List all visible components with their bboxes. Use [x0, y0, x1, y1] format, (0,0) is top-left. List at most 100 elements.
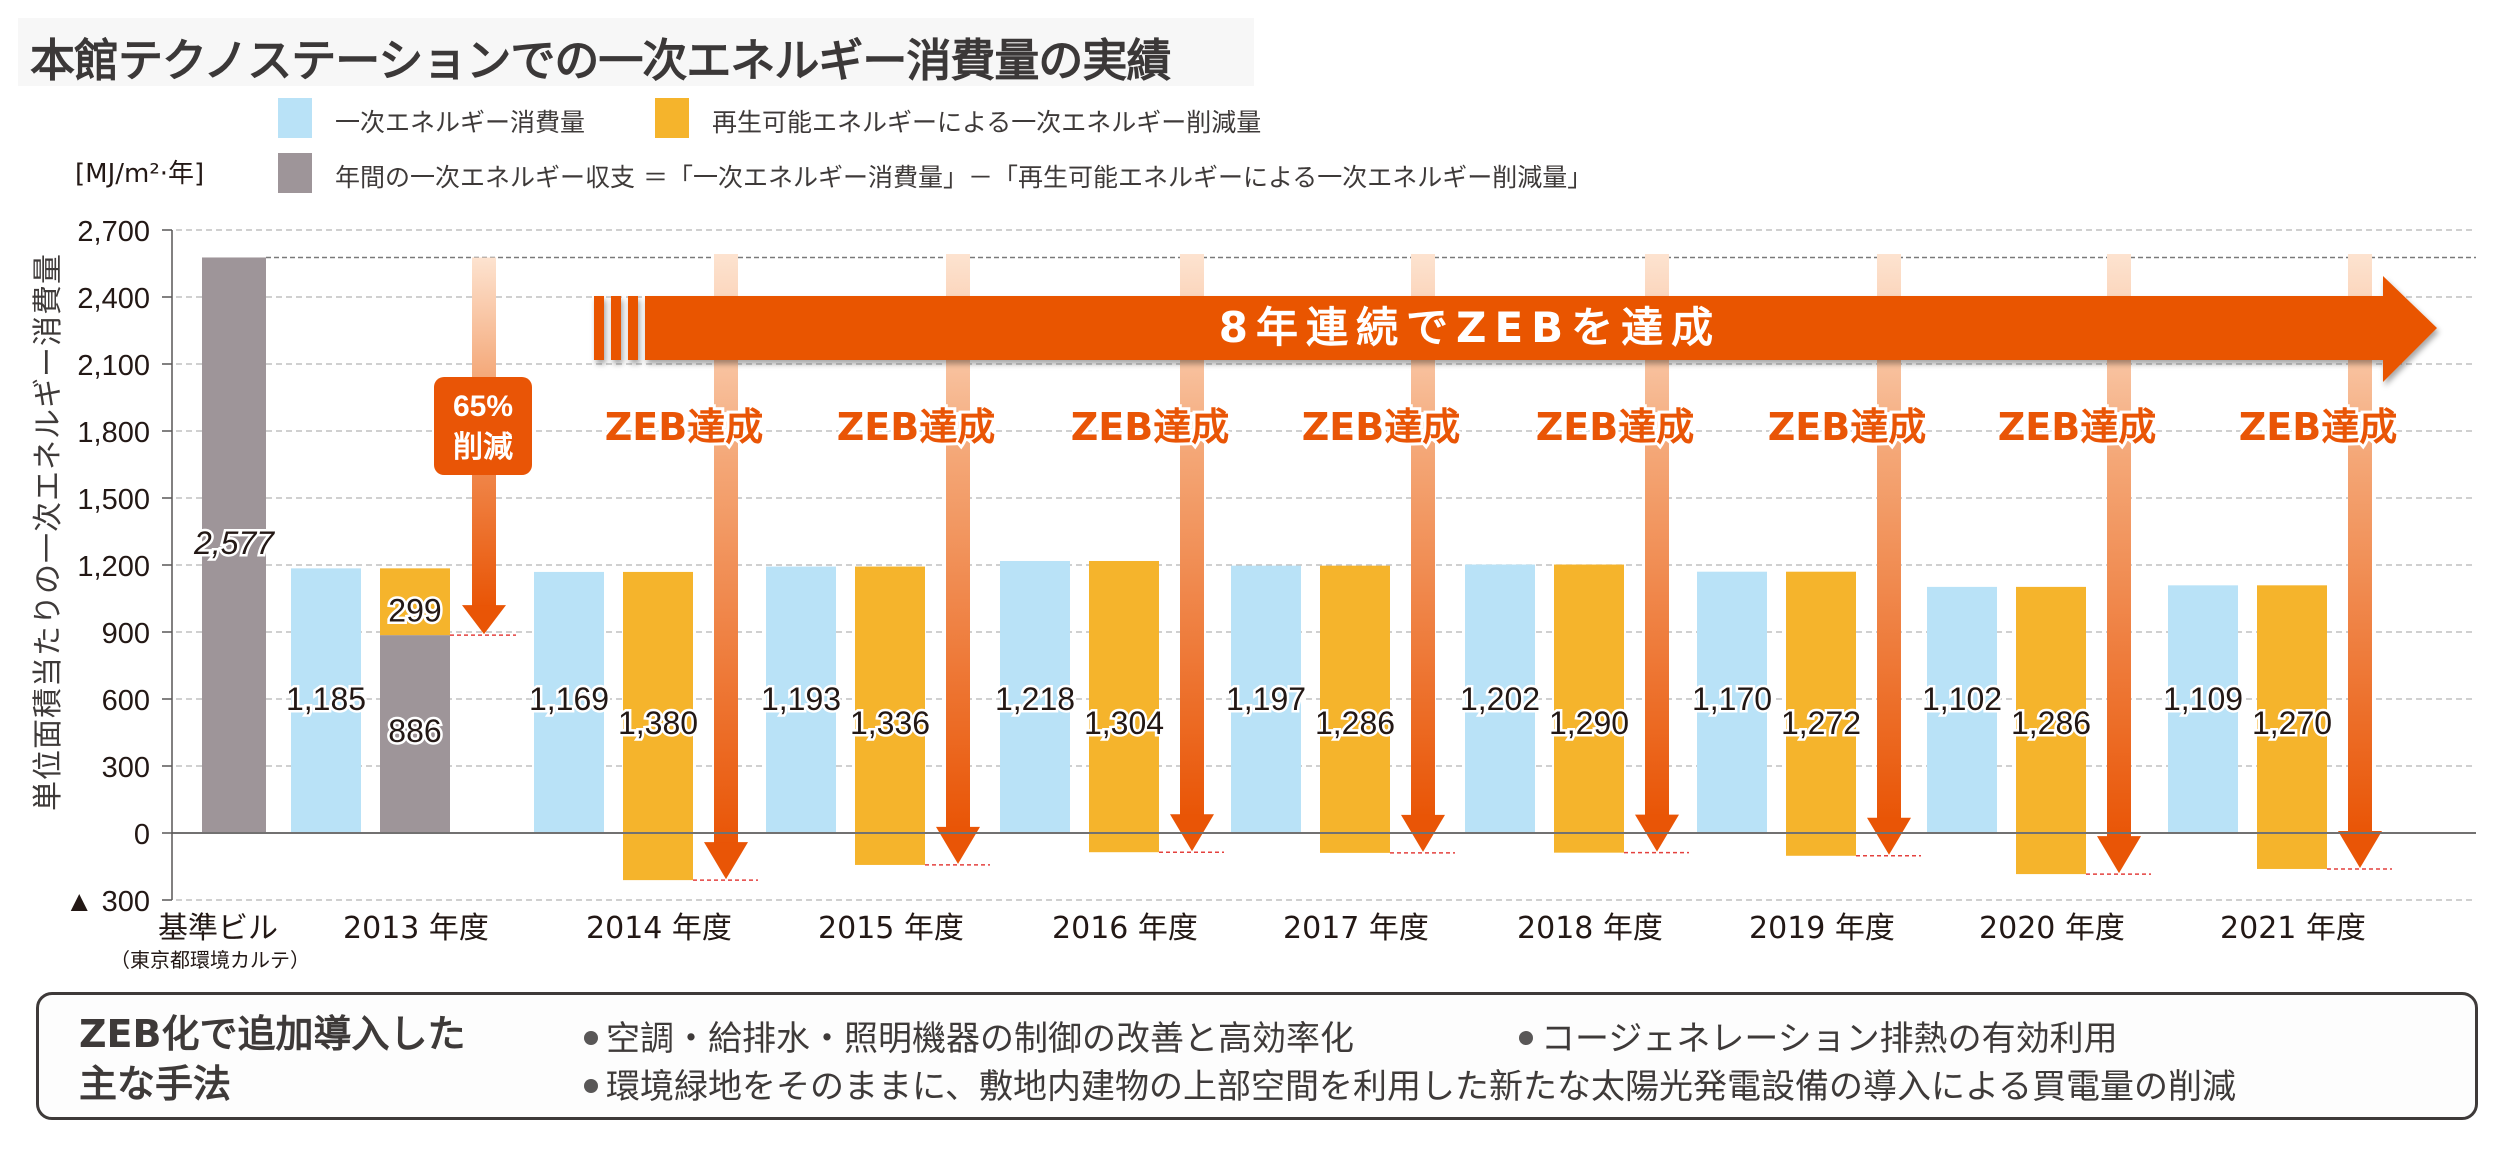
x-category-label: 2019 年度 [1749, 911, 1895, 946]
legend-swatch-balance [278, 153, 312, 193]
bar-consumption [291, 568, 361, 833]
banner-text: 8年連続でZEBを達成 [1219, 303, 1721, 352]
zeb-achieved-label: ZEB達成 [837, 405, 995, 449]
x-category-label: 2018 年度 [1517, 911, 1663, 946]
zeb-achieved-label: ZEB達成 [1302, 405, 1460, 449]
bar-consumption [534, 571, 604, 833]
bar-reduction [623, 571, 693, 881]
zeb-banner-arrow [594, 276, 2437, 382]
banner-stripe [611, 296, 621, 360]
y-tick-label: 600 [102, 685, 150, 717]
data-label-reduction: 1,304 [1084, 705, 1164, 741]
banner-arrow-body [645, 276, 2437, 382]
methods-box: ZEB化で追加導入した 主な手法 空調・給排水・照明機器の制御の改善と高効率化 … [36, 992, 2478, 1120]
data-label-consumption: 1,202 [1460, 681, 1540, 717]
zeb-arrow-head [2338, 830, 2382, 868]
data-label-baseline: 2,577 [193, 525, 275, 561]
y-tick-label: 0 [134, 819, 150, 851]
reduction-arrow-head [462, 605, 506, 635]
method-item: 環境緑地をそのままに、敷地内建物の上部空間を利用した新たな太陽光発電設備の導入に… [584, 1059, 2236, 1108]
x-label-baseline: 基準ビル [158, 911, 278, 946]
bar-consumption [1465, 564, 1535, 833]
x-category-label: 2020 年度 [1979, 911, 2125, 946]
x-category-label: 2021 年度 [2220, 911, 2366, 946]
data-label-reduction: 1,286 [2011, 705, 2091, 741]
bullet-icon [1519, 1030, 1533, 1045]
data-label-consumption: 1,185 [286, 681, 366, 717]
zeb-arrow-head [936, 826, 980, 864]
bar-consumption [766, 566, 836, 833]
x-category-label: 2016 年度 [1052, 911, 1198, 946]
method-item: コージェネレーション排熱の有効利用 [1519, 1011, 2118, 1060]
legend-swatch-reduction [655, 98, 689, 138]
x-category-label: 2017 年度 [1283, 911, 1429, 946]
energy-chart: 8年連続でZEBを達成 2,577 基準ビル（東京都環境カルテ） 299 886 1,1… [31, 216, 2476, 972]
bar-consumption [2168, 585, 2238, 833]
bar-reduction [1554, 564, 1624, 853]
reduction-badge [434, 377, 532, 475]
legend-swatch-consumption [278, 98, 312, 138]
bar-consumption [1697, 571, 1767, 833]
legend-label-consumption: 一次エネルギー消費量 [335, 108, 586, 137]
data-label-reduction: 299 [388, 592, 441, 628]
title-background [18, 18, 1254, 86]
zeb-arrow-head [2097, 836, 2141, 874]
bullet-icon [584, 1030, 598, 1045]
y-tick-label: 1,800 [77, 417, 150, 449]
zeb-achieved-label: ZEB達成 [1768, 405, 1926, 449]
legend-label-balance: 年間の一次エネルギー収支 ＝「一次エネルギー消費量」－「再生可能エネルギーによる… [335, 163, 1593, 192]
y-axis-title: 単位面積当たりの一次エネルギー消費量 [31, 253, 66, 811]
data-label-reduction: 1,272 [1781, 705, 1861, 741]
legend-label-reduction: 再生可能エネルギーによる一次エネルギー削減量 [712, 108, 1262, 137]
bar-reduction [1320, 565, 1390, 853]
bar-reduction [2016, 586, 2086, 875]
zeb-achieved-label: ZEB達成 [1998, 405, 2156, 449]
zeb-achieved-label: ZEB達成 [1071, 405, 1229, 449]
bar-consumption [1231, 565, 1301, 833]
methods-title-line2: 主な手法 [79, 1062, 232, 1106]
banner-stripe [594, 296, 604, 360]
unit-label: [MJ/m²·年] [75, 159, 205, 189]
y-tick-label: 2,400 [77, 283, 150, 315]
banner-stripe [628, 296, 638, 360]
data-label-reduction: 1,286 [1315, 705, 1395, 741]
x-category-label: 2015 年度 [818, 911, 964, 946]
bar-consumption [1927, 586, 1997, 833]
data-label-balance: 886 [388, 713, 441, 749]
x-sublabel-baseline: （東京都環境カルテ） [110, 948, 310, 972]
zeb-achieved-label: ZEB達成 [605, 405, 763, 449]
zeb-arrow-head [1867, 817, 1911, 855]
bar-balance [380, 635, 450, 833]
bar-consumption [1000, 560, 1070, 833]
y-tick-label: ▲ 300 [65, 886, 150, 918]
zeb-achieved-label: ZEB達成 [1536, 405, 1694, 449]
y-tick-label: 2,100 [77, 350, 150, 382]
bar-reduction [855, 566, 925, 865]
zeb-arrow-head [704, 842, 748, 880]
data-label-consumption: 1,170 [1692, 681, 1772, 717]
reduction-badge-percent: 65% [453, 390, 513, 423]
data-label-reduction: 1,380 [618, 705, 698, 741]
y-tick-label: 300 [102, 752, 150, 784]
bar-reduction [380, 568, 450, 636]
data-label-reduction: 1,270 [2252, 705, 2332, 741]
y-tick-label: 2,700 [77, 216, 150, 248]
bar-reduction [1786, 571, 1856, 856]
x-category-label: 2014 年度 [586, 911, 732, 946]
y-tick-label: 900 [102, 618, 150, 650]
y-tick-label: 1,500 [77, 484, 150, 516]
data-label-consumption: 1,169 [529, 681, 609, 717]
zeb-achieved-label: ZEB達成 [2239, 405, 2397, 449]
method-item: 空調・給排水・照明機器の制御の改善と高効率化 [584, 1011, 1354, 1060]
page-title: 本館テクノステーションでの一次エネルギー消費量の実績 [30, 34, 1171, 87]
bar-reduction [2257, 585, 2327, 869]
data-label-consumption: 1,102 [1922, 681, 2002, 717]
bullet-icon [584, 1078, 598, 1093]
reduction-badge-text: 削減 [453, 430, 513, 465]
data-label-consumption: 1,197 [1226, 681, 1306, 717]
methods-title-line1: ZEB化で追加導入した [79, 1012, 466, 1056]
bar-reduction [1089, 560, 1159, 853]
bar-baseline-building [202, 257, 266, 834]
y-tick-label: 1,200 [77, 551, 150, 583]
data-label-reduction: 1,336 [850, 705, 930, 741]
